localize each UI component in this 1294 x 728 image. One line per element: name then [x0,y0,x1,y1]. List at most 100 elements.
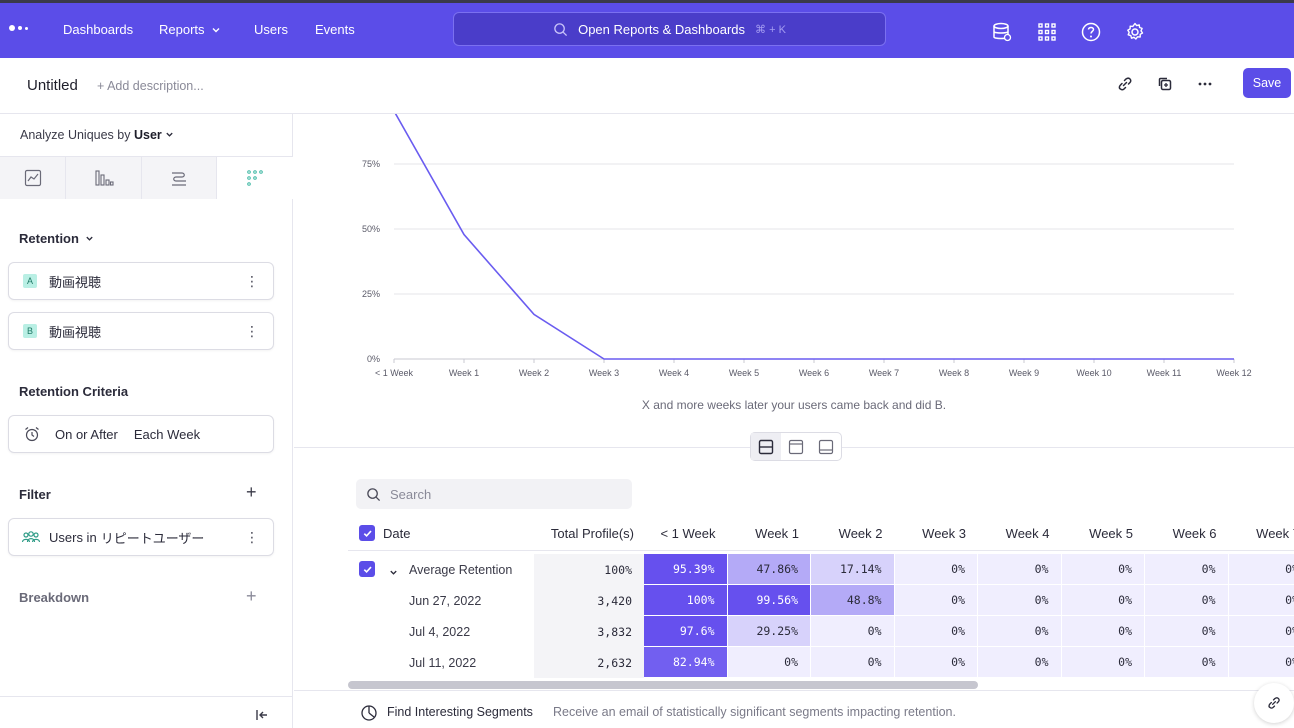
tab-stacked-chart[interactable] [142,157,217,199]
retention-cell[interactable]: 0% [894,647,977,678]
filter-menu-icon[interactable]: ⋮ [245,529,259,545]
event-b-badge: B [23,324,37,338]
retention-cell[interactable]: 82.94% [644,647,727,678]
share-link-button[interactable] [1254,683,1294,723]
retention-table: Date Total Profile(s) < 1 Week Week 1 Week 2… [348,516,1294,682]
analyze-uniques-selector[interactable]: Analyze Uniques by User [20,128,174,142]
x-tick-label: Week 2 [519,368,549,378]
query-builder-sidebar: Analyze Uniques by User Retention A 動画視聴… [0,114,293,728]
report-title[interactable]: Untitled [27,77,78,94]
retention-cell[interactable]: 99.56% [727,585,810,616]
global-search[interactable]: Open Reports & Dashboards ⌘ + K [453,12,886,46]
retention-cell[interactable]: 0% [1061,585,1144,616]
retention-cell[interactable]: 0% [894,616,977,647]
tab-retention-table[interactable] [217,157,293,199]
dot-grid-icon [247,170,263,186]
retention-cell[interactable]: 100% [644,585,727,616]
filter-card[interactable]: Users in リピートユーザー ⋮ [8,518,274,556]
column-header[interactable]: Week 2 [838,526,883,541]
select-all-checkbox[interactable] [359,525,375,541]
column-header[interactable]: Week 6 [1172,526,1217,541]
retention-cell[interactable]: 17.14% [811,554,894,585]
x-tick-label: Week 5 [729,368,759,378]
column-header[interactable]: Week 5 [1089,526,1133,541]
retention-cell[interactable]: 0% [811,647,894,678]
table-row-label: Average Retention [409,562,513,577]
add-description-link[interactable]: + Add description... [97,79,204,93]
retention-cell[interactable]: 0% [1228,616,1294,647]
retention-cell[interactable]: 0% [727,647,810,678]
table-search[interactable] [356,479,632,509]
tab-bar-chart[interactable] [66,157,142,199]
horizontal-scrollbar[interactable] [348,681,978,689]
users-group-icon [21,531,41,543]
retention-cell[interactable]: 0% [1228,585,1294,616]
criteria-when[interactable]: On or After [55,426,118,442]
split-view-button[interactable] [751,433,781,460]
retention-cell[interactable]: 95.39% [644,554,727,585]
retention-cell[interactable]: 0% [978,647,1061,678]
event-a-menu-icon[interactable]: ⋮ [245,273,259,289]
chevron-down-icon [86,236,93,241]
help-icon[interactable] [1080,21,1102,43]
retention-cell[interactable]: 47.86% [727,554,810,585]
retention-cell[interactable]: 0% [894,585,977,616]
retention-cell[interactable]: 48.8% [811,585,894,616]
find-segments-link[interactable]: Find Interesting Segments [387,705,533,719]
nav-reports[interactable]: Reports [159,22,221,37]
collapse-sidebar-icon[interactable] [255,708,269,722]
criteria-period[interactable]: Each Week [133,426,201,442]
column-header[interactable]: Week 7 [1256,526,1294,541]
database-icon[interactable] [991,21,1013,43]
top-nav-bar: Dashboards Reports Users Events Open Rep… [0,0,1294,58]
retention-criteria-card[interactable]: On or After Each Week [8,415,274,453]
alarm-clock-icon [25,427,39,442]
table-total-cell: 3,832 [534,616,644,647]
tab-line-chart[interactable] [0,157,66,199]
retention-cell[interactable]: 0% [1145,616,1228,647]
retention-cell[interactable]: 0% [978,585,1061,616]
retention-cell[interactable]: 0% [1061,647,1144,678]
retention-cell[interactable]: 0% [978,554,1061,585]
duplicate-icon[interactable] [1156,75,1174,93]
nav-dashboards[interactable]: Dashboards [63,22,134,37]
table-total-cell: 100% [534,554,644,585]
column-header[interactable]: Week 1 [755,526,799,541]
row-checkbox[interactable] [359,561,375,577]
retention-cell[interactable]: 0% [894,554,977,585]
event-b-menu-icon[interactable]: ⋮ [245,323,259,339]
retention-cell[interactable]: 0% [1145,585,1228,616]
retention-cell[interactable]: 29.25% [727,616,810,647]
filter-title: Filter [19,487,51,502]
retention-cell[interactable]: 0% [1228,554,1294,585]
link-icon[interactable] [1116,75,1134,93]
table-search-input[interactable] [390,486,610,502]
event-b-card[interactable]: B 動画視聴 ⋮ [8,312,274,350]
retention-cell[interactable]: 0% [1145,647,1228,678]
chevron-down-icon[interactable] [389,564,398,582]
chart-only-view-button[interactable] [781,433,811,460]
event-a-card[interactable]: A 動画視聴 ⋮ [8,262,274,300]
column-header[interactable]: Week 4 [1005,526,1050,541]
apps-grid-icon[interactable] [1036,21,1058,43]
nav-users[interactable]: Users [254,22,288,37]
retention-type-selector[interactable]: Retention [19,231,94,246]
retention-cell[interactable]: 0% [1061,554,1144,585]
retention-cell[interactable]: 0% [1228,647,1294,678]
add-filter-icon[interactable]: + [246,482,257,502]
retention-cell[interactable]: 0% [978,616,1061,647]
settings-gear-icon[interactable] [1124,21,1146,43]
retention-cell[interactable]: 97.6% [644,616,727,647]
retention-cell[interactable]: 0% [1061,616,1144,647]
column-header[interactable]: Total Profile(s) [550,526,634,541]
column-header[interactable]: Week 3 [922,526,966,541]
save-button[interactable]: Save [1243,68,1291,98]
retention-cell[interactable]: 0% [811,616,894,647]
more-options-icon[interactable] [1196,75,1214,93]
column-header[interactable]: < 1 Week [660,526,716,541]
logo-icon[interactable] [9,25,28,31]
retention-cell[interactable]: 0% [1145,554,1228,585]
table-only-view-button[interactable] [811,433,841,460]
nav-events[interactable]: Events [315,22,355,37]
add-breakdown-icon[interactable]: + [246,586,257,606]
